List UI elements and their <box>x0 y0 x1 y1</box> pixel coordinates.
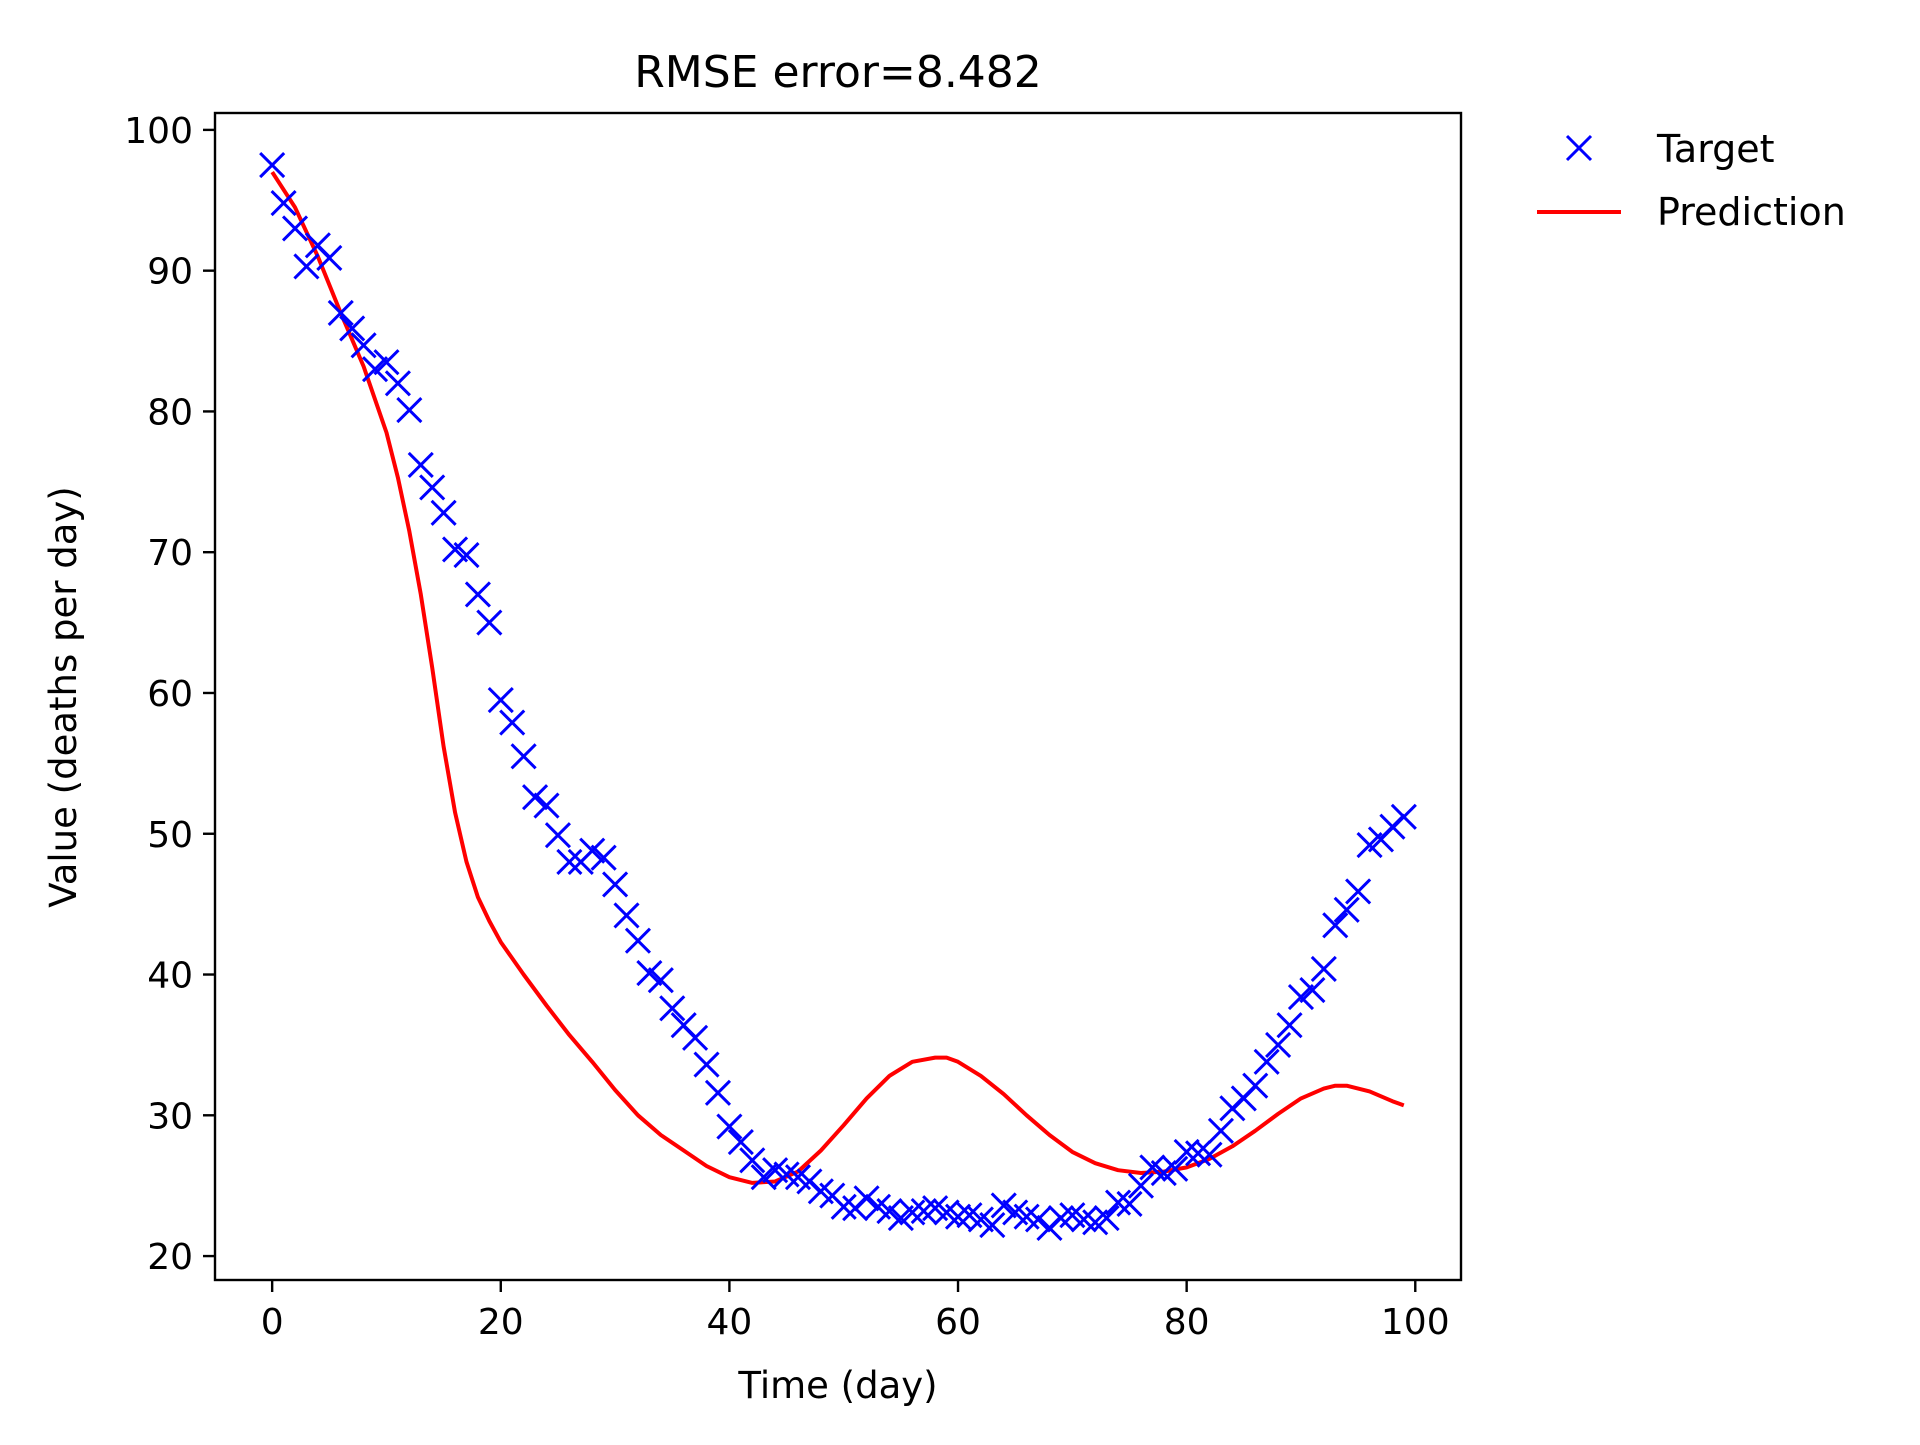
target-point <box>350 332 377 359</box>
target-point <box>1127 1172 1154 1199</box>
target-point <box>659 995 686 1022</box>
legend: Target Prediction <box>1537 127 1846 234</box>
target-point <box>510 743 537 770</box>
x-tick-label: 60 <box>935 1302 981 1343</box>
x-tick-label: 0 <box>261 1302 284 1343</box>
target-point <box>602 871 629 898</box>
legend-label-prediction: Prediction <box>1657 190 1846 234</box>
target-point <box>373 349 400 376</box>
target-point <box>499 709 526 736</box>
x-tick-label: 100 <box>1381 1302 1450 1343</box>
target-point <box>1299 976 1326 1004</box>
target-point <box>750 1164 777 1191</box>
y-tick-label: 40 <box>147 956 193 997</box>
target-point <box>1276 1012 1303 1039</box>
target-point <box>979 1212 1006 1239</box>
plot-layer <box>259 152 1417 1241</box>
target-point <box>727 1128 754 1156</box>
target-point <box>1173 1138 1200 1165</box>
target-point <box>464 581 491 608</box>
target-point <box>613 902 640 929</box>
target-point <box>899 1199 926 1226</box>
target-point <box>487 686 514 714</box>
target-point <box>1024 1206 1052 1233</box>
legend-label-target: Target <box>1656 127 1775 171</box>
target-point <box>624 927 652 954</box>
x-axis-label: Time (day) <box>737 1364 937 1407</box>
target-point <box>544 822 571 849</box>
target-point <box>407 451 434 478</box>
target-point <box>1310 955 1337 982</box>
target-point <box>636 960 663 987</box>
target-point <box>1265 1031 1292 1058</box>
y-axis-label: Value (deaths per day) <box>42 486 85 907</box>
target-point <box>590 844 617 871</box>
target-point <box>556 848 583 875</box>
target-point <box>453 541 480 569</box>
target-point <box>704 1079 732 1106</box>
target-point <box>396 396 423 424</box>
y-tick-label: 100 <box>124 111 193 152</box>
target-point <box>1196 1141 1223 1168</box>
y-ticks: 20 30 40 50 60 70 80 90 100 <box>124 111 215 1278</box>
target-point <box>259 152 286 179</box>
x-ticks: 0 20 40 60 80 100 <box>261 1280 1450 1343</box>
target-point <box>693 1051 720 1078</box>
target-point <box>716 1113 743 1140</box>
y-tick-label: 70 <box>147 533 193 574</box>
y-tick-label: 30 <box>147 1096 193 1137</box>
target-point <box>361 356 389 383</box>
target-point <box>1116 1190 1143 1218</box>
target-point <box>1287 983 1315 1011</box>
target-point <box>1333 896 1360 923</box>
target-point <box>522 784 549 811</box>
target-point <box>853 1185 880 1212</box>
x-tick-label: 40 <box>706 1302 752 1343</box>
target-point <box>647 967 674 994</box>
target-point <box>533 792 560 819</box>
target-point <box>1162 1155 1189 1182</box>
legend-marker-target <box>1565 134 1593 162</box>
prediction-line <box>270 171 1405 1185</box>
target-point <box>1253 1048 1280 1075</box>
target-point <box>1093 1204 1120 1232</box>
target-point <box>1345 878 1372 905</box>
target-point <box>876 1197 903 1225</box>
target-point <box>476 609 503 636</box>
target-point <box>1105 1189 1132 1216</box>
axes-frame <box>213 111 1463 1282</box>
target-point <box>944 1203 972 1230</box>
y-tick-label: 90 <box>147 252 193 293</box>
chart-title: RMSE error=8.482 <box>634 47 1042 98</box>
y-tick-label: 50 <box>147 815 193 856</box>
target-point <box>1242 1072 1269 1099</box>
target-point <box>1207 1117 1235 1144</box>
target-point <box>419 474 446 501</box>
target-point <box>579 837 606 864</box>
target-point <box>339 315 366 342</box>
target-point <box>293 253 320 280</box>
target-point <box>384 370 411 397</box>
y-tick-label: 20 <box>147 1237 193 1278</box>
target-point <box>281 215 309 242</box>
target-point <box>327 299 354 326</box>
target-point <box>1390 803 1417 830</box>
y-tick-label: 60 <box>147 674 193 715</box>
target-point <box>270 190 297 217</box>
target-point <box>1322 912 1349 939</box>
x-tick-label: 20 <box>478 1302 524 1343</box>
target-point <box>682 1024 709 1051</box>
target-point <box>1185 1140 1212 1167</box>
target-point <box>739 1147 766 1174</box>
x-tick-label: 80 <box>1164 1302 1210 1343</box>
target-point <box>316 244 343 272</box>
target-point <box>830 1193 857 1220</box>
y-tick-label: 80 <box>147 392 193 433</box>
target-point <box>990 1192 1017 1219</box>
target-point <box>430 499 457 526</box>
